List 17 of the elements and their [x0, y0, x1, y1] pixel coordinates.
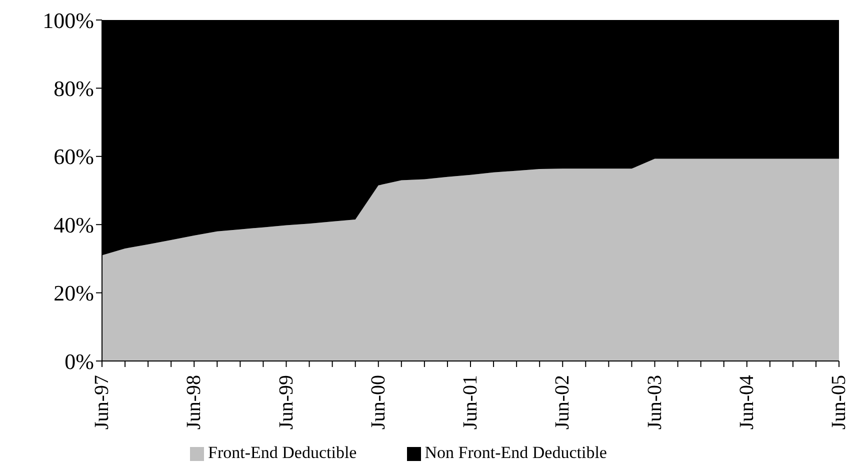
x-tick-label: Jun-98	[183, 375, 206, 430]
y-tick-label: 60%	[54, 144, 94, 170]
y-tick-label: 100%	[42, 8, 94, 33]
y-tick-label: 40%	[54, 212, 94, 238]
y-tick-label: 0%	[64, 348, 94, 374]
x-tick-label: Jun-99	[275, 375, 298, 430]
x-tick-label: Jun-02	[552, 375, 574, 430]
y-tick-label: 80%	[54, 76, 94, 102]
y-tick-label: 20%	[54, 280, 94, 306]
x-tick-label: Jun-05	[828, 375, 850, 430]
legend-label: Non Front-End Deductible	[424, 443, 607, 462]
x-tick-label: Jun-00	[367, 375, 390, 430]
x-tick-label: Jun-97	[91, 375, 113, 430]
legend-label: Front-End Deductible	[208, 443, 357, 462]
x-tick-label: Jun-04	[736, 375, 758, 430]
x-tick-label: Jun-03	[644, 375, 666, 430]
x-tick-label: Jun-01	[460, 375, 482, 430]
